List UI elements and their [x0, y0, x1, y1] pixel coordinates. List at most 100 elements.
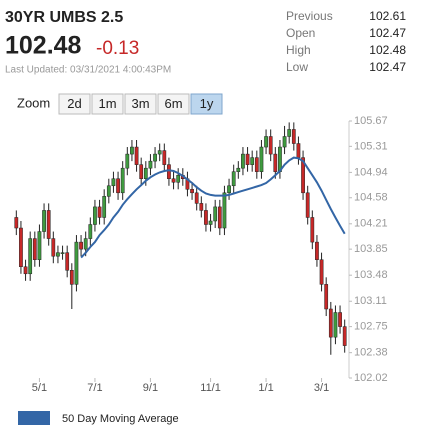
legend-label: 50 Day Moving Average	[62, 413, 179, 425]
zoom-button-label[interactable]: 6m	[164, 96, 182, 111]
candle-body	[231, 171, 236, 187]
candle-body	[208, 220, 213, 225]
candle-body	[291, 129, 296, 144]
zoom-button[interactable]	[190, 93, 223, 115]
candle-body	[60, 252, 65, 254]
y-tick-label: 105.67	[354, 115, 388, 127]
candle-body	[264, 136, 268, 148]
candle-body	[134, 146, 139, 165]
candle-body	[28, 238, 33, 275]
zoom-button[interactable]	[91, 93, 124, 115]
candle-body	[157, 150, 162, 155]
candle-body	[194, 192, 199, 204]
candle-body	[19, 227, 23, 268]
candle-body	[65, 252, 70, 271]
y-tick-label: 104.21	[354, 218, 388, 230]
candle-body	[74, 241, 79, 285]
candle-body	[88, 224, 93, 239]
candle-body	[245, 153, 250, 165]
candle-body	[273, 153, 278, 172]
candle-body	[102, 196, 107, 218]
candle-body	[153, 153, 157, 162]
candle-body	[139, 164, 144, 179]
candle-body	[51, 238, 56, 257]
y-tick-label: 102.02	[354, 372, 388, 384]
stat-label: High	[286, 43, 311, 57]
zoom-button[interactable]	[58, 93, 91, 115]
candle-body	[162, 150, 167, 165]
candle-body	[333, 312, 338, 338]
change: -0.13	[96, 38, 139, 59]
candle-body	[56, 252, 60, 257]
candle-body	[106, 185, 111, 197]
candle-body	[148, 160, 153, 169]
candle-body	[83, 238, 88, 250]
candle-body	[190, 189, 194, 194]
candle-body	[32, 238, 37, 260]
stat-label: Low	[286, 60, 308, 74]
candle-body	[23, 266, 28, 275]
y-tick-label: 103.11	[354, 295, 387, 307]
x-tick-label: 3/1	[314, 382, 329, 394]
title: 30YR UMBS 2.5	[5, 9, 123, 26]
candle-body	[176, 174, 181, 183]
candle-body	[287, 129, 292, 137]
candle-body	[204, 210, 208, 225]
candle-body	[250, 157, 255, 165]
zoom-button-label[interactable]: 1m	[98, 96, 116, 111]
candle-body	[254, 157, 259, 172]
candle-body	[227, 185, 231, 194]
candle-body	[268, 136, 273, 155]
candle-body	[324, 284, 329, 310]
last-updated: Last Updated: 03/31/2021 4:00:43PM	[5, 65, 171, 76]
candle-body	[120, 167, 125, 194]
candle-body	[259, 146, 264, 172]
candle-body	[315, 241, 319, 260]
stat-value: 102.48	[369, 43, 406, 57]
candle-body	[222, 192, 227, 229]
x-tick-label: 11/1	[200, 382, 221, 394]
candle-body	[97, 206, 102, 218]
stat-value: 102.61	[369, 9, 406, 23]
zoom-button-label[interactable]: 3m	[131, 96, 149, 111]
zoom-button-label[interactable]: 2d	[67, 96, 81, 111]
candle-body	[301, 157, 305, 194]
y-tick-label: 103.85	[354, 243, 388, 255]
candle-body	[171, 178, 176, 183]
candle-body	[338, 312, 342, 327]
y-tick-label: 102.75	[354, 321, 388, 333]
price: 102.48	[5, 32, 82, 60]
candle-body	[213, 206, 218, 222]
candle-body	[111, 178, 116, 187]
y-tick-label: 104.58	[354, 192, 388, 204]
zoom-button[interactable]	[124, 93, 157, 115]
candle-body	[217, 206, 222, 229]
zoom-button[interactable]	[157, 93, 190, 115]
candle-body	[319, 259, 324, 285]
stat-label: Previous	[286, 9, 333, 23]
candle-body	[143, 167, 148, 179]
y-tick-label: 103.48	[354, 269, 388, 281]
moving-average-line	[80, 156, 346, 259]
candle-body	[241, 153, 245, 169]
y-tick-label: 104.94	[354, 166, 388, 178]
candle-body	[42, 210, 46, 232]
candle-body	[296, 143, 301, 158]
candle-body	[310, 217, 315, 243]
legend-swatch	[18, 411, 50, 425]
candle-body	[342, 326, 347, 346]
candle-body	[305, 192, 310, 218]
candle-body	[69, 270, 74, 285]
candle-body	[130, 146, 134, 155]
candle-body	[125, 153, 130, 169]
candle-body	[116, 178, 120, 194]
candle-body	[93, 206, 97, 225]
candle-body	[46, 210, 51, 239]
zoom-button-label[interactable]: 1y	[200, 96, 214, 111]
candle-body	[236, 167, 241, 172]
y-tick-label: 102.38	[354, 347, 388, 359]
candle-body	[167, 164, 171, 179]
candle-body	[37, 231, 42, 260]
candle-body	[79, 241, 83, 250]
